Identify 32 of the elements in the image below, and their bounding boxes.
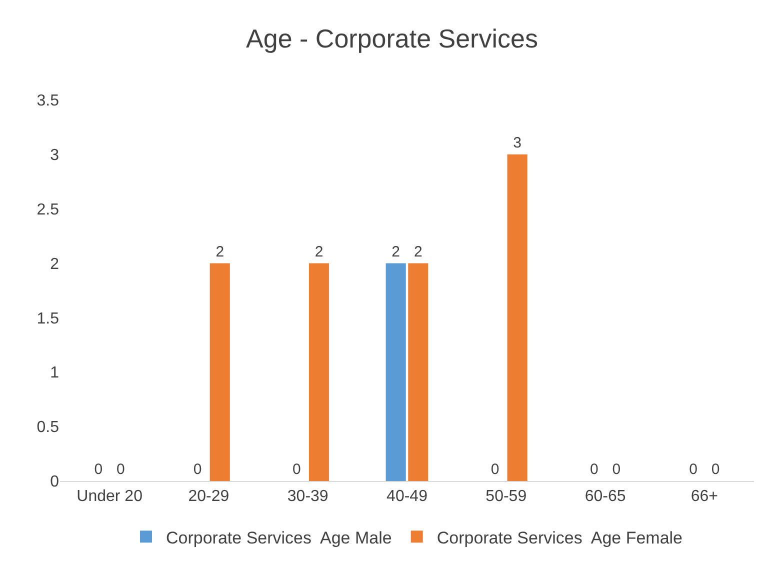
x-tick-label: 66+: [690, 488, 718, 506]
data-label: 2: [414, 243, 422, 260]
data-label: 2: [392, 243, 400, 260]
y-tick-label: 3.5: [36, 92, 60, 110]
y-tick-label: 3: [50, 147, 60, 164]
data-label: 0: [292, 461, 301, 478]
chart-title: Age - Corporate Services: [246, 23, 538, 54]
data-label: 3: [513, 134, 522, 152]
data-label: 2: [314, 243, 324, 260]
x-tick-label: Under 20: [76, 488, 143, 506]
data-label: 0: [94, 461, 103, 478]
legend-label: Corporate Services Age Male: [166, 528, 392, 548]
x-tick-label: 60-65: [584, 488, 626, 506]
x-tick-label: 30-39: [287, 488, 328, 506]
data-label: 0: [116, 461, 125, 478]
x-tick-label: 20-29: [188, 488, 230, 506]
legend-label: Corporate Services Age Female: [436, 528, 683, 548]
y-tick-label: 1.5: [36, 310, 60, 328]
y-tick-label: 0: [50, 474, 60, 491]
data-label: 0: [711, 461, 720, 478]
x-tick-label: 50-59: [486, 488, 527, 506]
data-label: 0: [612, 461, 621, 478]
data-label: 0: [689, 461, 698, 478]
y-tick-label: 2.5: [36, 201, 60, 218]
y-tick-label: 1: [50, 364, 60, 382]
data-label: 2: [216, 243, 224, 260]
data-label: 0: [193, 461, 202, 478]
y-tick-label: 2: [50, 256, 60, 273]
data-label: 0: [590, 461, 598, 478]
x-tick-label: 40-49: [386, 488, 428, 506]
y-tick-label: 0.5: [36, 419, 60, 436]
data-label: 0: [490, 461, 500, 478]
